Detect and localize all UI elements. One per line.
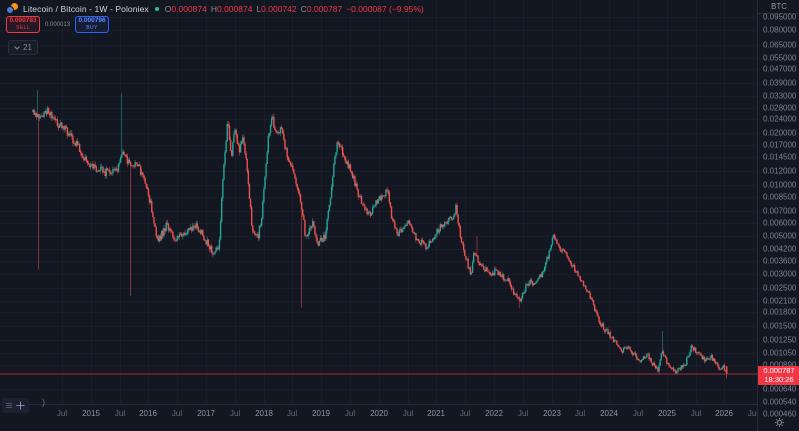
- time-axis-label: 2016: [139, 409, 157, 418]
- time-axis-label: Jul: [56, 409, 68, 418]
- chart-legend: Litecoin / Bitcoin - 1W - Poloniex O0.00…: [6, 3, 424, 14]
- menu-icon: [6, 403, 12, 408]
- gear-icon: [774, 418, 784, 427]
- time-axis-label: Jul: [344, 409, 356, 418]
- open-value: 0.000874: [171, 3, 207, 14]
- buy-button[interactable]: 0.000796 BUY: [75, 16, 110, 33]
- time-axis-label: 2018: [255, 409, 273, 418]
- price-axis-label: 0.065000: [763, 40, 797, 50]
- price-axis-label: 0.001500: [763, 321, 797, 331]
- price-axis-label: 0.014500: [763, 152, 797, 162]
- price-axis-label: 0.008500: [763, 192, 797, 202]
- time-axis-label: Jul: [229, 409, 241, 418]
- time-axis-label: Jul: [690, 409, 702, 418]
- axis-currency-label[interactable]: BTC: [758, 0, 799, 14]
- low-value: 0.000742: [261, 3, 297, 14]
- price-axis-label: 0.039000: [763, 78, 797, 88]
- time-axis-label: 2019: [312, 409, 330, 418]
- time-axis-label: Jul: [114, 409, 126, 418]
- current-price-tag: 0.000787 18:30:26: [758, 366, 799, 386]
- change-value: −0.000087 (−9.95%): [346, 3, 424, 14]
- time-axis-label: Jul: [459, 409, 471, 418]
- low-label: L: [256, 3, 262, 14]
- price-axis-label: 0.000640: [763, 384, 797, 394]
- indicator-count: 21: [23, 43, 32, 52]
- price-axis-label: 0.028000: [763, 103, 797, 113]
- time-axis-label: 2015: [82, 409, 100, 418]
- market-status-icon: [154, 6, 159, 11]
- spread-value: 0.000013: [45, 21, 71, 28]
- price-axis-label: 0.004200: [763, 244, 797, 254]
- price-axis-label: 0.000890: [763, 360, 797, 370]
- price-axis-label: 0.007000: [763, 206, 797, 216]
- price-axis-label: 0.055000: [763, 53, 797, 63]
- time-axis-label: 2024: [600, 409, 618, 418]
- time-axis-label: 2021: [427, 409, 445, 418]
- current-price-value: 0.000787: [763, 366, 795, 375]
- sell-price: 0.000783: [9, 17, 37, 25]
- time-axis-label: Jul: [286, 409, 298, 418]
- trade-buttons: 0.000783 SELL 0.000013 0.000796 BUY: [6, 16, 110, 33]
- price-axis-label: 0.010000: [763, 180, 797, 190]
- open-label: O: [164, 3, 172, 14]
- price-axis-label: 0.024000: [763, 114, 797, 124]
- price-axis-label: 0.020000: [763, 128, 797, 138]
- price-axis-label: 0.033000: [763, 91, 797, 101]
- close-label: C: [300, 3, 307, 14]
- time-axis-label: 2022: [485, 409, 503, 418]
- clipped-text-artifact: ): [42, 397, 45, 407]
- time-axis-label: Jul: [747, 409, 759, 418]
- price-axis-label: 0.080000: [763, 25, 797, 35]
- price-axis-label: 0.003600: [763, 256, 797, 266]
- bottom-left-toolbar[interactable]: [2, 398, 29, 413]
- time-axis-label: 2017: [197, 409, 215, 418]
- buy-label: BUY: [86, 24, 98, 31]
- chart-pane[interactable]: [0, 0, 757, 404]
- time-axis-label: 2020: [370, 409, 388, 418]
- time-axis-label: 2026: [715, 409, 733, 418]
- time-axis-label: Jul: [402, 409, 414, 418]
- price-axis-label: 0.006000: [763, 218, 797, 228]
- price-axis-label: 0.005000: [763, 231, 797, 241]
- time-axis[interactable]: Jul 2015 Jul 2016 Jul 2017 Jul 2018 Jul 2019 Jul 20…: [0, 404, 759, 431]
- high-value: 0.000874: [216, 3, 253, 14]
- time-axis-label: 2023: [543, 409, 561, 418]
- chevron-down-icon: [14, 45, 20, 50]
- buy-price: 0.000796: [78, 17, 106, 25]
- time-axis-label: Jul: [574, 409, 586, 418]
- price-axis-label: 0.012000: [763, 166, 797, 176]
- price-axis-label: 0.047000: [763, 64, 797, 74]
- time-axis-label: Jul: [632, 409, 644, 418]
- time-axis-label: Jul: [517, 409, 529, 418]
- symbol-pair-logo-icon: [6, 3, 19, 14]
- price-axis-label: 0.002500: [763, 283, 797, 293]
- price-axis-label: 0.002100: [763, 296, 797, 306]
- sell-label: SELL: [16, 24, 30, 31]
- sell-button[interactable]: 0.000783 SELL: [6, 16, 40, 33]
- price-axis-label: 0.001050: [763, 348, 797, 357]
- symbol-title[interactable]: Litecoin / Bitcoin - 1W - Poloniex: [23, 3, 149, 14]
- price-axis-label: 0.001250: [763, 335, 797, 344]
- time-axis-label: 2025: [658, 409, 676, 418]
- price-axis-label: 0.000460: [763, 409, 797, 419]
- time-axis-label: Jul: [171, 409, 183, 418]
- indicators-toggle[interactable]: 21: [8, 40, 38, 55]
- price-axis-label: 0.095000: [763, 12, 797, 22]
- crosshair-icon: [16, 401, 25, 410]
- price-axis-label: 0.000540: [763, 397, 797, 407]
- price-axis-label: 0.001800: [763, 307, 797, 317]
- close-value: 0.000787: [306, 3, 343, 14]
- price-axis-label: 0.003000: [763, 269, 797, 279]
- ohlc-readout: O0.000874 H0.000874 L0.000742 C0.000787 …: [165, 4, 424, 14]
- high-label: H: [210, 3, 217, 14]
- price-axis[interactable]: BTC 0.000787 18:30:26 0.095000 0.080000 0.…: [757, 0, 799, 431]
- price-axis-label: 0.017000: [763, 140, 797, 150]
- bar-countdown: 18:30:26: [764, 374, 794, 384]
- axis-settings-button[interactable]: [758, 418, 799, 427]
